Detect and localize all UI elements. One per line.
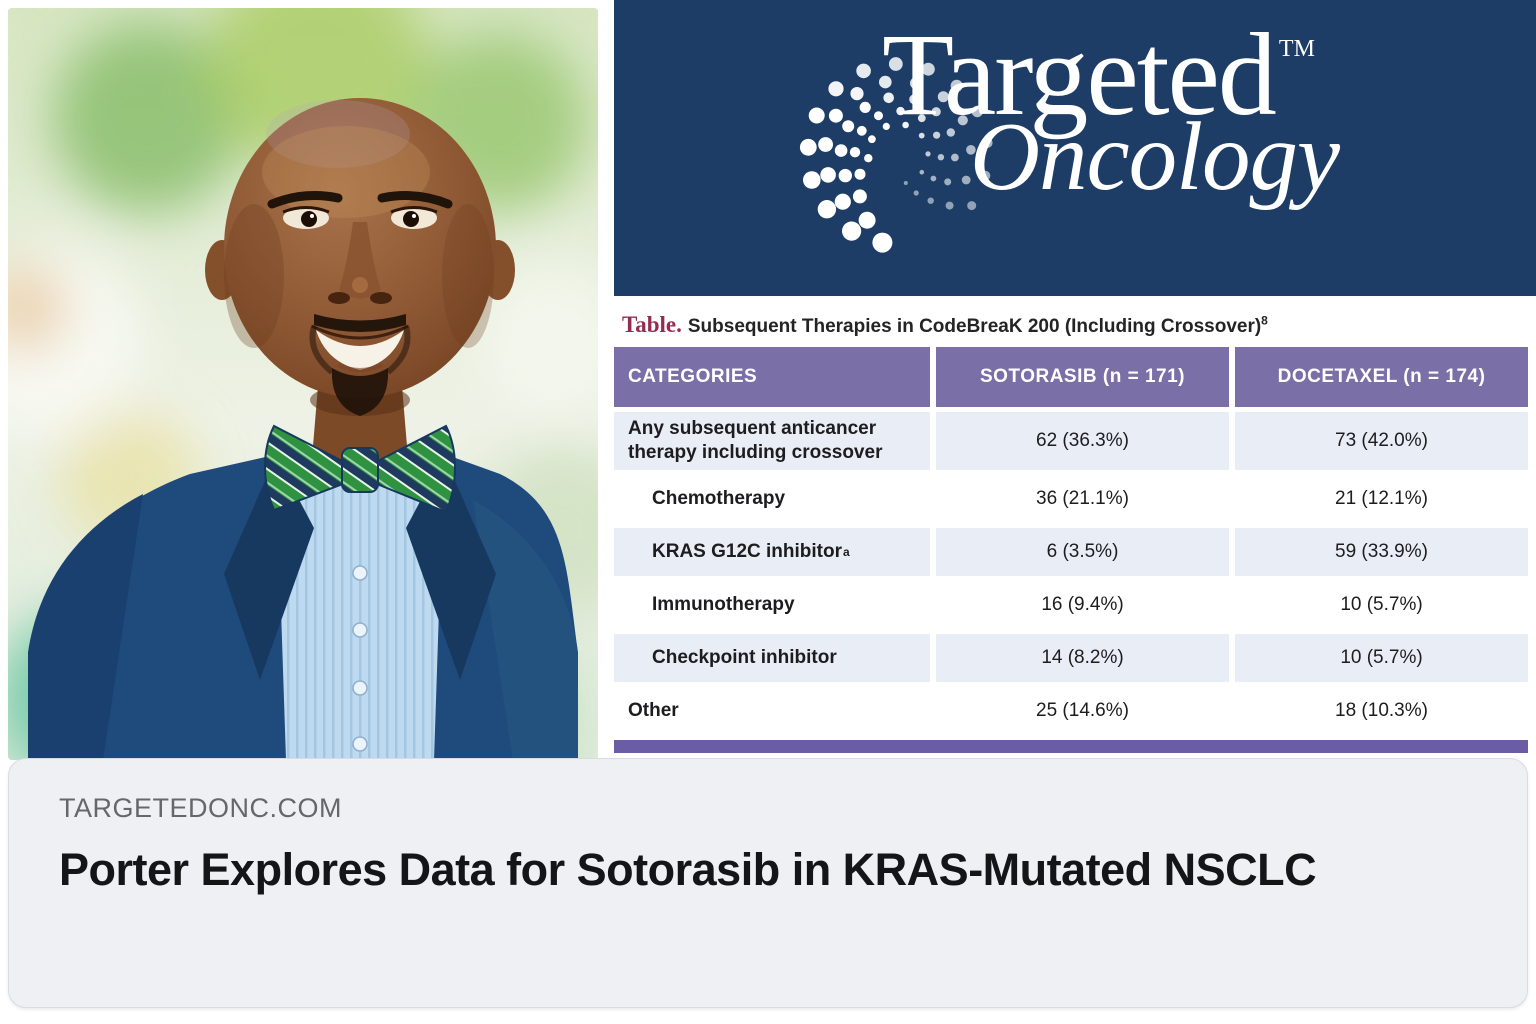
category-text: Checkpoint inhibitor: [652, 647, 837, 669]
table-cell-category: Checkpoint inhibitor: [614, 634, 930, 682]
table-cell-docetaxel: 21 (12.1%): [1235, 475, 1528, 523]
column-header-docetaxel: DOCETAXEL (n = 174): [1235, 347, 1528, 407]
therapies-table: Table. Subsequent Therapies in CodeBreaK …: [614, 312, 1528, 786]
table-label: Table.: [622, 312, 682, 337]
category-text: Any subsequent anticancer therapy includ…: [628, 418, 883, 463]
portrait-illustration: [8, 8, 598, 760]
category-text: Immunotherapy: [652, 594, 795, 616]
table-cell-sotorasib: 16 (9.4%): [936, 581, 1229, 629]
table-cell-docetaxel: 73 (42.0%): [1235, 412, 1528, 470]
brand-logo: Targeted TM Oncology: [882, 16, 1340, 210]
table-cell-sotorasib: 36 (21.1%): [936, 475, 1229, 523]
brand-name-bottom: Oncology: [970, 103, 1340, 210]
table-cell-sotorasib: 6 (3.5%): [936, 528, 1229, 576]
table-bottom-bar: [614, 740, 1528, 753]
table-title-text: Subsequent Therapies in CodeBreaK 200 (I…: [687, 316, 1262, 337]
brand-name-top-text: Targeted: [882, 9, 1277, 140]
table-cell-category: Any subsequent anticancer therapy includ…: [614, 412, 930, 470]
link-preview-card[interactable]: TARGETEDONC.COM Porter Explores Data for…: [8, 758, 1528, 1008]
table-cell-sotorasib: 25 (14.6%): [936, 687, 1229, 735]
table-cell-docetaxel: 59 (33.9%): [1235, 528, 1528, 576]
table-cell-docetaxel: 10 (5.7%): [1235, 581, 1528, 629]
bow-tie: [264, 424, 456, 514]
table-cell-docetaxel: 10 (5.7%): [1235, 634, 1528, 682]
logo-swirl-icon: [799, 57, 993, 253]
table-cell-category: KRAS G12C inhibitor a: [614, 528, 930, 576]
link-domain: TARGETEDONC.COM: [59, 793, 342, 823]
shirt-buttons: [352, 565, 368, 752]
brand-banner: Targeted TM Oncology: [614, 0, 1536, 296]
table-title: Table. Subsequent Therapies in CodeBreaK …: [622, 312, 1528, 338]
category-text: Chemotherapy: [652, 488, 786, 510]
table-cell-category: Other: [614, 687, 930, 735]
column-header-categories: CATEGORIES: [614, 347, 930, 407]
face: [205, 98, 515, 416]
table-cell-sotorasib: 62 (36.3%): [936, 412, 1229, 470]
lapel-left: [224, 456, 314, 680]
trademark-symbol: TM: [1278, 36, 1315, 62]
brand-name-top: Targeted TM: [882, 16, 1339, 134]
link-headline[interactable]: Porter Explores Data for Sotorasib in KR…: [59, 844, 1317, 895]
table-grid: CATEGORIES SOTORASIB (n = 171) DOCETAXEL…: [614, 347, 1528, 735]
table-cell-category: Immunotherapy: [614, 581, 930, 629]
table-cell-sotorasib: 14 (8.2%): [936, 634, 1229, 682]
category-text: Other: [628, 700, 679, 722]
lapel-right: [406, 456, 496, 680]
portrait-photo: [8, 8, 598, 760]
table-cell-category: Chemotherapy: [614, 475, 930, 523]
table-cell-docetaxel: 18 (10.3%): [1235, 687, 1528, 735]
category-superscript: a: [843, 544, 850, 559]
column-header-sotorasib: SOTORASIB (n = 171): [936, 347, 1229, 407]
shirt: [276, 460, 444, 760]
table-title-superscript: 8: [1261, 313, 1268, 328]
category-text: KRAS G12C inhibitor: [652, 541, 843, 563]
